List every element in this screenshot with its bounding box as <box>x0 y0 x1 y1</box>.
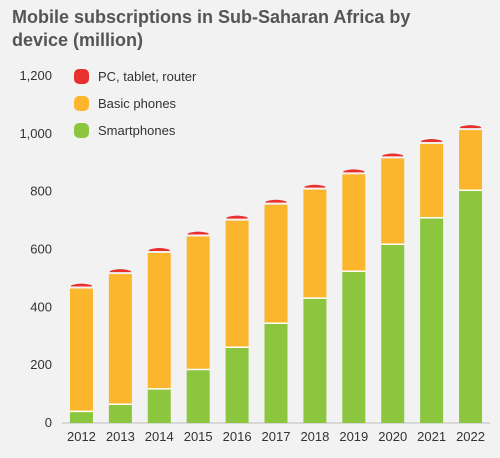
bar-basic-phones-2021 <box>420 143 444 218</box>
x-tick-label: 2014 <box>145 429 174 444</box>
legend-swatch <box>74 123 89 138</box>
bar-pc-tablet-router-2017 <box>265 199 287 203</box>
y-tick-label: 200 <box>30 357 52 372</box>
y-tick-label: 400 <box>30 299 52 314</box>
y-tick-label: 1,000 <box>19 126 52 141</box>
x-tick-label: 2022 <box>456 429 485 444</box>
bar-smartphones-2019 <box>342 271 366 423</box>
bars <box>69 125 483 423</box>
bar-pc-tablet-router-2014 <box>148 248 170 251</box>
x-axis: 2012 2013 2014 2015 2016 2017 2018 2019 2020 2021… <box>62 422 490 444</box>
x-tick-label: 2019 <box>339 429 368 444</box>
bar-pc-tablet-router-2013 <box>109 269 131 273</box>
bar-pc-tablet-router-2019 <box>343 169 365 173</box>
x-tick-label: 2013 <box>106 429 135 444</box>
legend-item-smartphones: Smartphones <box>74 123 176 138</box>
x-tick-label: 2012 <box>67 429 96 444</box>
bar-smartphones-2020 <box>381 244 405 423</box>
bar-group-2014 <box>147 248 171 423</box>
bar-smartphones-2016 <box>225 347 249 423</box>
legend-label: Basic phones <box>98 96 177 111</box>
bar-pc-tablet-router-2022 <box>460 125 482 129</box>
bar-smartphones-2018 <box>303 298 327 423</box>
bar-group-2012 <box>69 283 93 423</box>
bar-group-2015 <box>186 231 210 423</box>
y-tick-label: 0 <box>45 415 52 430</box>
bar-pc-tablet-router-2015 <box>187 231 209 235</box>
x-tick-label: 2021 <box>417 429 446 444</box>
bar-basic-phones-2018 <box>303 189 327 299</box>
bar-group-2016 <box>225 215 249 423</box>
legend-swatch <box>74 69 89 84</box>
legend-label: PC, tablet, router <box>98 69 197 84</box>
bar-smartphones-2022 <box>459 190 483 423</box>
bar-basic-phones-2019 <box>342 174 366 272</box>
bar-pc-tablet-router-2021 <box>421 139 443 142</box>
x-tick-label: 2015 <box>184 429 213 444</box>
bar-group-2019 <box>342 169 366 423</box>
bar-basic-phones-2015 <box>186 236 210 370</box>
legend-label: Smartphones <box>98 123 176 138</box>
bar-pc-tablet-router-2018 <box>304 184 326 188</box>
bar-smartphones-2013 <box>108 404 132 423</box>
bar-group-2013 <box>108 269 132 423</box>
bar-smartphones-2017 <box>264 323 288 423</box>
y-tick-label: 600 <box>30 242 52 257</box>
x-tick-label: 2020 <box>378 429 407 444</box>
legend-item-pc-tablet-router: PC, tablet, router <box>74 69 197 84</box>
bar-basic-phones-2013 <box>108 274 132 405</box>
bar-smartphones-2015 <box>186 369 210 423</box>
y-tick-label: 800 <box>30 184 52 199</box>
legend-swatch <box>74 96 89 111</box>
x-tick-label: 2017 <box>262 429 291 444</box>
bar-basic-phones-2014 <box>147 252 171 389</box>
bar-group-2017 <box>264 199 288 423</box>
bar-group-2022 <box>459 125 483 423</box>
bar-group-2021 <box>420 139 444 423</box>
bar-pc-tablet-router-2020 <box>382 153 404 157</box>
chart-title: Mobile subscriptions in Sub-Saharan Afri… <box>12 7 411 50</box>
legend: PC, tablet, router Basic phones Smartphone… <box>74 69 197 138</box>
bar-basic-phones-2020 <box>381 158 405 245</box>
y-axis: 0 200 400 600 800 1,000 1,200 <box>19 68 52 430</box>
bar-pc-tablet-router-2012 <box>70 283 92 287</box>
bar-smartphones-2014 <box>147 388 171 423</box>
x-tick-label: 2016 <box>223 429 252 444</box>
bar-group-2020 <box>381 153 405 423</box>
bar-smartphones-2012 <box>69 411 93 423</box>
bar-smartphones-2021 <box>420 217 444 423</box>
bar-basic-phones-2022 <box>459 130 483 191</box>
legend-item-basic-phones: Basic phones <box>74 96 177 111</box>
y-tick-label: 1,200 <box>19 68 52 83</box>
bar-pc-tablet-router-2016 <box>226 215 248 219</box>
x-tick-label: 2018 <box>300 429 329 444</box>
bar-basic-phones-2017 <box>264 204 288 324</box>
bar-basic-phones-2016 <box>225 220 249 348</box>
bar-group-2018 <box>303 184 327 423</box>
bar-basic-phones-2012 <box>69 288 93 412</box>
